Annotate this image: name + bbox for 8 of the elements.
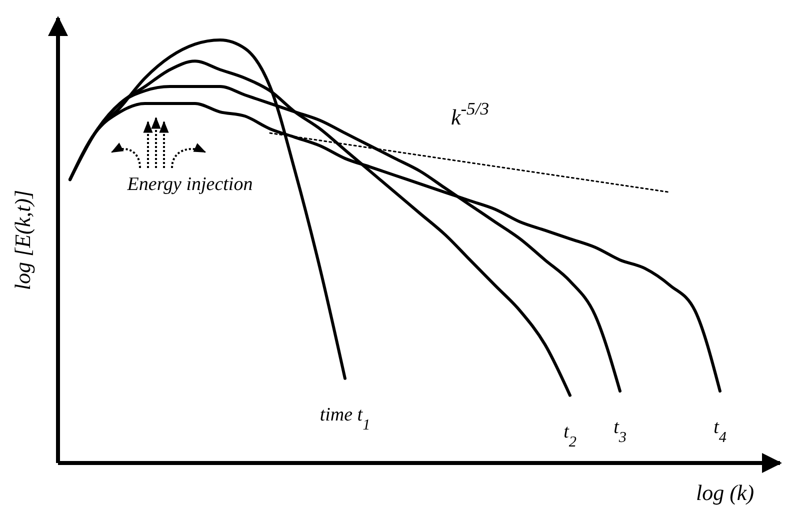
- y-axis-title: log [E(k,t)]: [10, 190, 35, 290]
- annotation: Energy injection: [126, 174, 253, 195]
- x-axis-title: log (k): [696, 480, 754, 505]
- series-label: t$_{2}$: [564, 421, 577, 450]
- series-label: k$^{-5/3}$: [450, 98, 490, 130]
- series-label: t$_{4}$: [714, 417, 727, 446]
- series-label: t$_{3}$: [614, 417, 627, 446]
- series-label: time t$_{1}$: [320, 404, 370, 433]
